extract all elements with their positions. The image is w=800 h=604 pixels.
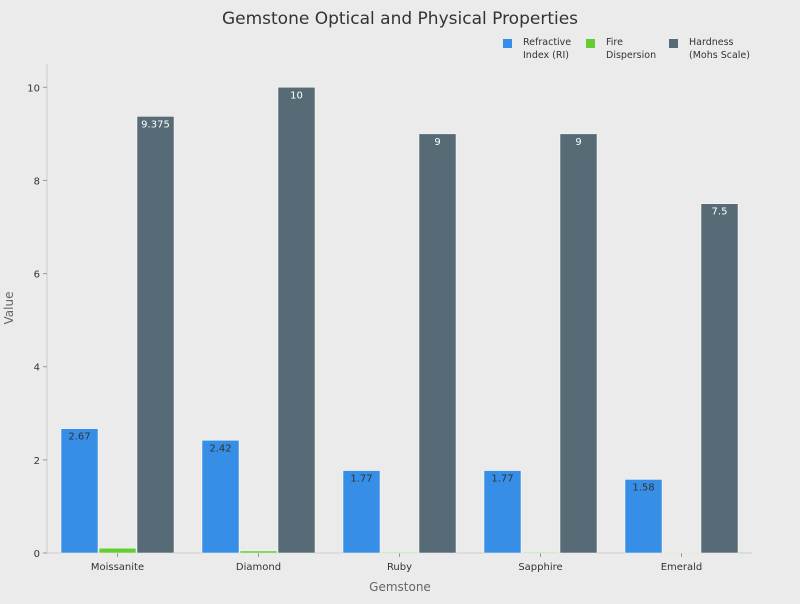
bar [521, 551, 560, 554]
bar [201, 440, 240, 554]
y-tick-label: 4 [34, 363, 40, 374]
bar [418, 133, 457, 554]
bar [239, 550, 278, 554]
data-label: 1.77 [491, 474, 513, 485]
x-tick-label: Emerald [661, 562, 703, 573]
data-label: 7.5 [712, 207, 728, 218]
data-label: 9 [434, 137, 440, 148]
legend-label: (Mohs Scale) [689, 50, 750, 61]
bar [98, 547, 137, 554]
legend-label: Index (RI) [523, 50, 569, 61]
x-tick-label: Moissanite [91, 562, 144, 573]
bar [380, 551, 419, 554]
data-label: 2.42 [209, 443, 231, 454]
bar [700, 203, 739, 554]
bar [136, 116, 175, 554]
legend-swatch [669, 39, 678, 48]
y-tick-label: 10 [27, 83, 40, 94]
y-tick-label: 2 [34, 456, 40, 467]
bar [60, 428, 99, 554]
x-tick-label: Diamond [236, 562, 281, 573]
data-label: 1.58 [632, 482, 654, 493]
chart-title: Gemstone Optical and Physical Properties [222, 9, 578, 29]
data-label: 10 [290, 90, 303, 101]
y-tick-label: 6 [34, 270, 40, 281]
legend-swatch [586, 39, 595, 48]
legend-label: Fire [606, 37, 623, 48]
x-tick-label: Ruby [387, 562, 412, 573]
bar [662, 552, 701, 554]
x-tick-label: Sapphire [518, 562, 562, 573]
bar [277, 87, 316, 554]
data-label: 1.77 [350, 474, 372, 485]
y-tick-label: 8 [34, 176, 40, 187]
legend-label: Dispersion [606, 50, 656, 61]
data-label: 9 [575, 137, 581, 148]
data-label: 9.375 [141, 119, 170, 130]
bar [342, 470, 381, 554]
bar [559, 133, 598, 554]
y-axis-label: Value [2, 292, 16, 325]
legend-swatch [503, 39, 512, 48]
y-tick-label: 0 [34, 549, 40, 560]
data-label: 2.67 [68, 432, 90, 443]
legend-label: Hardness [689, 37, 734, 48]
x-axis-label: Gemstone [369, 580, 431, 594]
legend-label: Refractive [523, 37, 571, 48]
bar [624, 479, 663, 554]
bar [483, 470, 522, 554]
